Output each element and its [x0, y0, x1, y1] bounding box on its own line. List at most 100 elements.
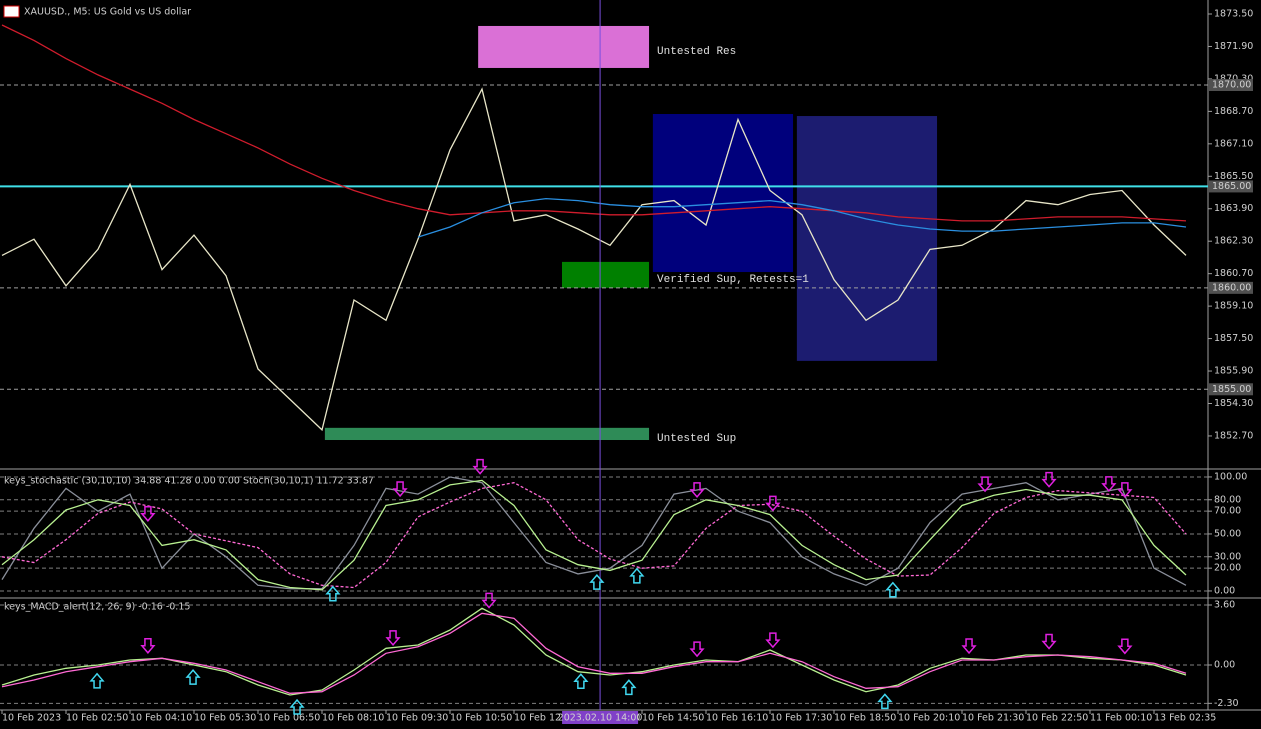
crosshair-label: 2023.02.10 14:00: [558, 713, 643, 724]
buy-arrow: [589, 573, 605, 590]
buy-arrow: [621, 679, 637, 696]
series-line: [1, 479, 1187, 591]
series-line: [417, 197, 1187, 238]
x-tick-label: 10 Feb 04:10: [130, 713, 192, 724]
y-tick-label: 1854.30: [1214, 398, 1253, 409]
level-label-box: [1209, 281, 1253, 294]
sell-arrow: [1041, 633, 1057, 650]
level-label-box: [1209, 180, 1253, 193]
sell-arrow: [1041, 471, 1057, 488]
y-tick-label: 80.00: [1214, 494, 1241, 505]
buy-arrow: [89, 672, 105, 689]
buy-arrow: [573, 673, 589, 690]
buy-arrow: [325, 585, 341, 602]
x-tick-label: 10 Feb 08:10: [322, 713, 384, 724]
y-tick-label: 1859.10: [1214, 301, 1253, 312]
x-tick-label: 10 Feb 12:10: [514, 713, 576, 724]
sell-arrow: [1117, 638, 1133, 655]
sell-arrow: [1117, 482, 1133, 499]
sell-arrow: [140, 506, 156, 522]
y-tick-label: 1865.50: [1214, 171, 1253, 182]
y-tick-label: 1863.90: [1214, 203, 1253, 214]
x-tick-label: 10 Feb 17:30: [770, 713, 832, 724]
y-tick-label: 1868.70: [1214, 106, 1253, 117]
y-tick-label: 30.00: [1214, 551, 1241, 562]
macd-title: keys_MACD_alert(12, 26, 9) -0.16 -0.15: [4, 602, 190, 613]
chart-title: XAUUSD., M5: US Gold vs US dollar: [24, 7, 191, 18]
buy-arrow: [629, 567, 645, 584]
x-tick-label: 10 Feb 16:10: [706, 713, 768, 724]
y-tick-label: 1867.10: [1214, 138, 1253, 149]
zone: [796, 116, 938, 361]
x-tick-label: 11 Feb 00:10: [1090, 713, 1152, 724]
y-tick-label: 1860.70: [1214, 268, 1253, 279]
stochastic-title: keys_stochastic (30,10,10) 34.88 41.28 0…: [4, 476, 374, 487]
sell-arrow: [140, 638, 156, 654]
y-tick-label: 20.00: [1214, 563, 1241, 574]
y-tick-label: 0.00: [1214, 585, 1235, 596]
buy-arrow: [885, 581, 901, 598]
sell-arrow: [689, 482, 705, 499]
sell-arrow: [961, 638, 977, 655]
zone: [478, 25, 650, 68]
series-line: [1, 612, 1187, 694]
x-tick-label: 10 Feb 14:50: [642, 713, 704, 724]
level-label: 1865.00: [1212, 181, 1251, 192]
sell-arrow: [765, 632, 781, 649]
zone: [324, 427, 650, 441]
sell-arrow: [392, 481, 408, 498]
zone: [652, 114, 794, 273]
sell-arrow: [481, 592, 497, 609]
zone-label: Untested Res: [657, 46, 736, 58]
zone-label: Verified Sup, Retests=1: [657, 274, 809, 286]
x-tick-label: 10 Feb 06:50: [258, 713, 320, 724]
x-tick-label: 10 Feb 21:30: [962, 713, 1024, 724]
y-tick-label: 50.00: [1214, 528, 1241, 539]
y-tick-label: -2.30: [1214, 698, 1239, 709]
series-line: [1, 476, 1187, 590]
level-label: 1860.00: [1212, 282, 1251, 293]
y-tick-label: 0.00: [1214, 660, 1235, 671]
sell-arrow: [977, 476, 993, 493]
crosshair-label-box: [562, 711, 639, 724]
x-tick-label: 10 Feb 02:50: [66, 713, 128, 724]
x-tick-label: 13 Feb 02:35: [1154, 713, 1216, 724]
sell-arrow: [385, 630, 401, 647]
y-tick-label: 1871.90: [1214, 41, 1253, 52]
window-icon: [3, 5, 20, 18]
zone-label: Untested Sup: [657, 433, 736, 445]
x-tick-label: 10 Feb 20:10: [898, 713, 960, 724]
buy-arrow: [877, 693, 893, 710]
level-label-box: [1209, 383, 1253, 396]
sell-arrow: [689, 641, 705, 658]
x-tick-label: 10 Feb 10:50: [450, 713, 512, 724]
y-tick-label: 70.00: [1214, 506, 1241, 517]
y-tick-label: 3.60: [1214, 600, 1235, 611]
y-tick-label: 1855.90: [1214, 366, 1253, 377]
x-tick-label: 10 Feb 18:50: [834, 713, 896, 724]
zone: [562, 261, 650, 288]
level-label: 1870.00: [1212, 79, 1251, 90]
sell-arrow: [765, 495, 781, 512]
level-label-box: [1209, 78, 1253, 91]
y-tick-label: 1862.30: [1214, 236, 1253, 247]
y-tick-label: 1852.70: [1214, 430, 1253, 441]
y-tick-label: 1870.30: [1214, 73, 1253, 84]
sell-arrow: [1101, 476, 1117, 493]
sell-arrow: [472, 458, 488, 475]
x-tick-label: 10 Feb 09:30: [386, 713, 448, 724]
y-tick-label: 1857.50: [1214, 333, 1253, 344]
buy-arrow: [185, 669, 201, 685]
y-tick-label: 1873.50: [1214, 8, 1253, 19]
x-tick-label: 10 Feb 2023: [2, 713, 61, 724]
series-line: [1, 24, 1187, 222]
y-tick-label: 100.00: [1214, 471, 1247, 482]
series-line: [1, 482, 1187, 589]
level-label: 1855.00: [1212, 384, 1251, 395]
x-tick-label: 10 Feb 22:50: [1026, 713, 1088, 724]
buy-arrow: [289, 698, 305, 715]
zone-layer: [324, 25, 938, 441]
x-tick-label: 10 Feb 05:30: [194, 713, 256, 724]
